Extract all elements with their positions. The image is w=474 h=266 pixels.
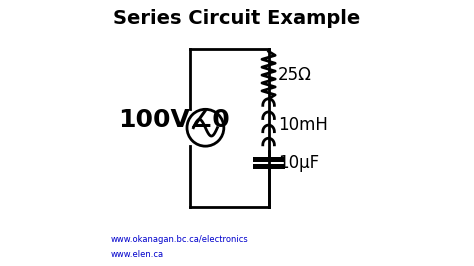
Text: www.okanagan.bc.ca/electronics: www.okanagan.bc.ca/electronics [110, 235, 248, 244]
Text: 100V∠0: 100V∠0 [118, 108, 230, 132]
Text: Series Circuit Example: Series Circuit Example [113, 9, 361, 28]
Text: 25Ω: 25Ω [278, 66, 312, 84]
Text: 10μF: 10μF [278, 153, 319, 172]
Text: 10mH: 10mH [278, 116, 328, 134]
Text: www.elen.ca: www.elen.ca [110, 250, 164, 259]
